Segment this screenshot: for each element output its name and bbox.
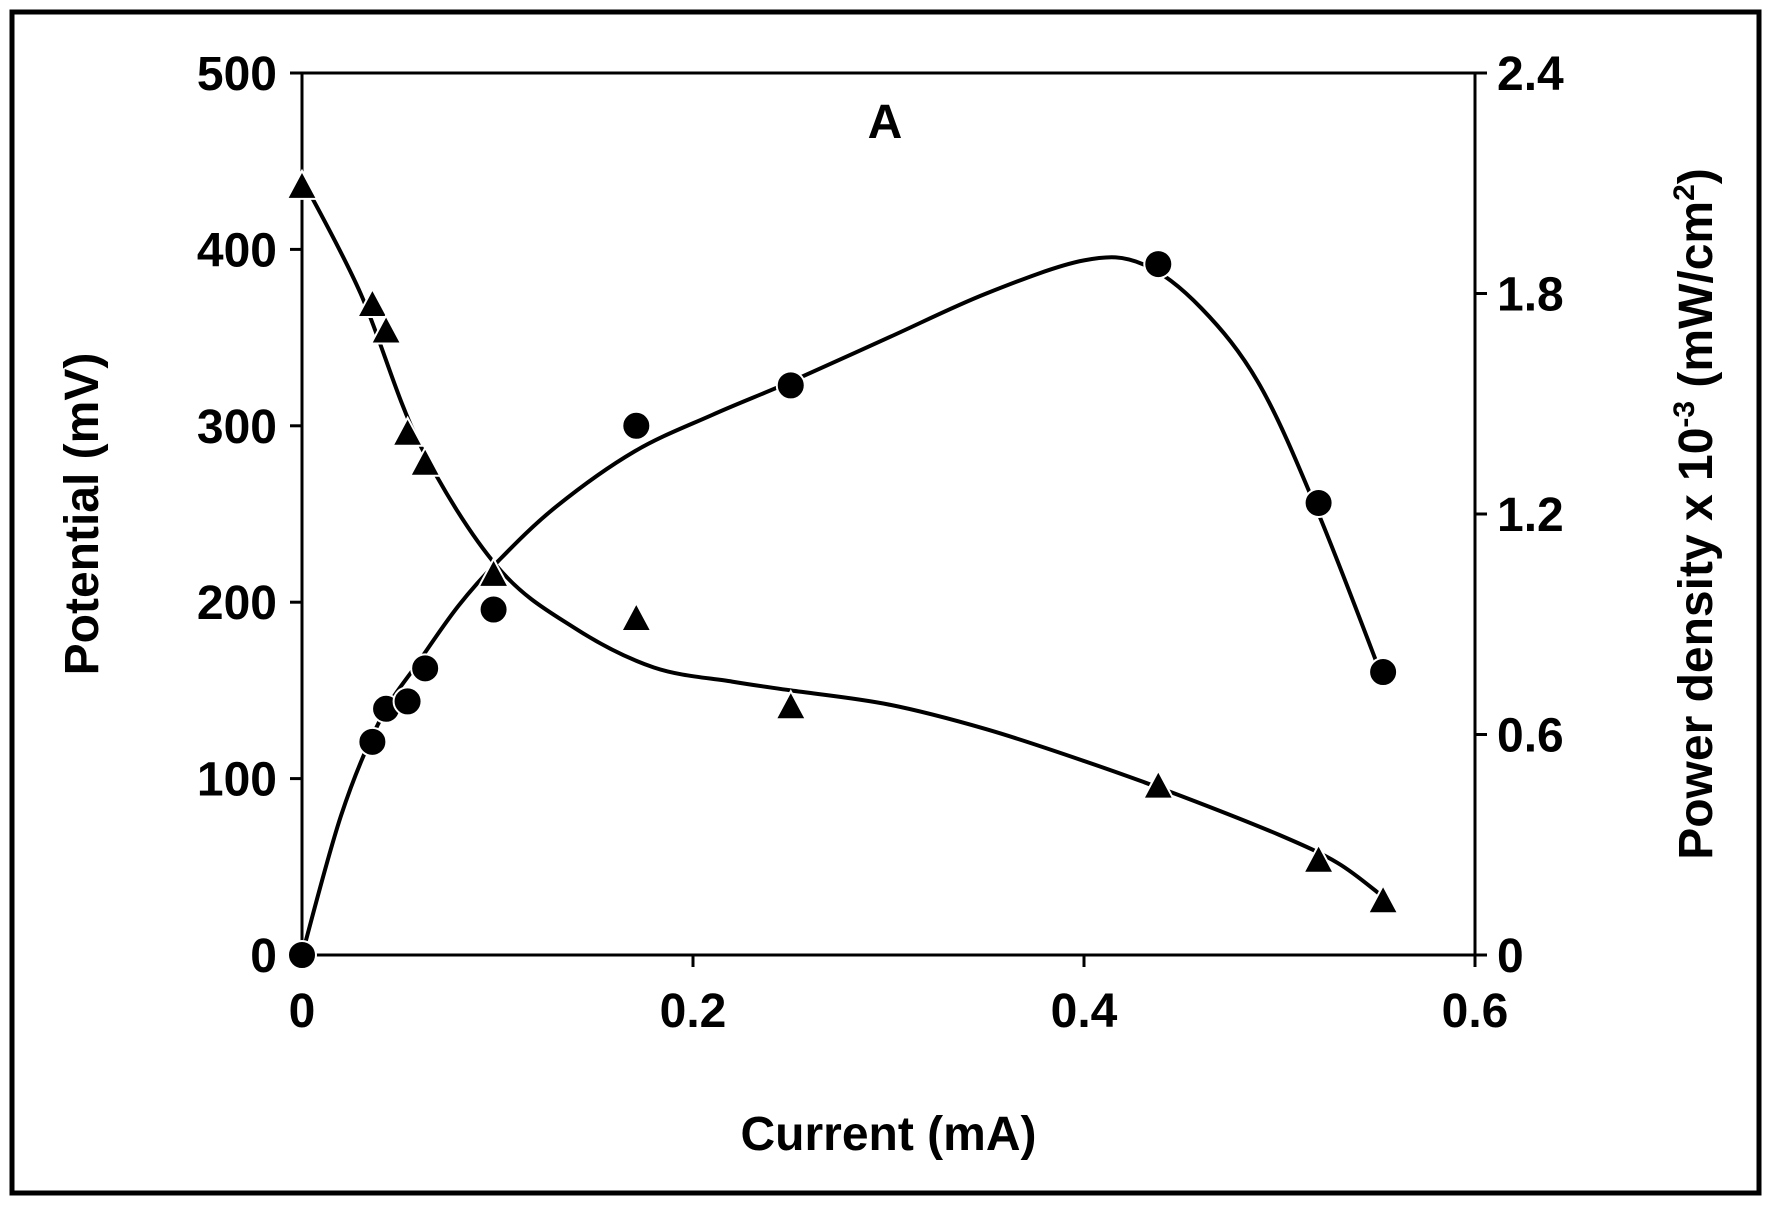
potential-point	[1301, 842, 1336, 874]
power-density-point	[478, 594, 509, 625]
power-density-point	[621, 410, 652, 441]
y2-axis-label-main: Power density x 10	[1670, 428, 1723, 860]
potential-point	[355, 286, 390, 318]
power-density-point	[392, 686, 423, 717]
potential-point	[774, 689, 808, 721]
y-tick-label: 200	[197, 577, 277, 630]
power-density-point	[1143, 249, 1174, 280]
figure-frame	[9, 9, 1762, 1196]
potential-fit-curve	[300, 177, 1385, 899]
power-density-point	[287, 940, 317, 970]
potential-point	[369, 313, 403, 345]
panel-label: A	[868, 96, 903, 149]
power-density-point	[357, 726, 388, 757]
potential-point	[390, 415, 425, 447]
y-tick-label: 100	[197, 754, 277, 807]
y-axis-label: Potential (mV)	[56, 353, 109, 676]
power-density-point	[410, 653, 441, 684]
y-tick-label: 400	[197, 224, 277, 277]
x-tick-label: 0	[289, 985, 316, 1038]
potential-point	[285, 168, 319, 200]
fit-curves	[300, 177, 1385, 956]
y2-axis-label-unit-exponent: 2	[1668, 184, 1701, 201]
power-density-point	[1368, 657, 1399, 688]
y2-axis-label: Power density x 10-3 (mW/cm2)	[1668, 168, 1723, 860]
x-tick-label: 0.4	[1051, 985, 1118, 1038]
y2-axis-label-unit-open: (mW/cm	[1670, 201, 1723, 401]
y-tick-label: 0	[250, 930, 277, 983]
x-axis-ticks: 0 0.2 0.4 0.6	[289, 955, 1509, 1038]
y-tick-label: 300	[197, 401, 277, 454]
x-axis-label: Current (mA)	[741, 1108, 1037, 1161]
potential-point	[476, 556, 511, 588]
y2-axis-ticks: 0 0.6 1.2 1.8 2.4	[1475, 48, 1564, 983]
potential-point	[408, 445, 442, 477]
y2-tick-label: 1.2	[1497, 489, 1564, 542]
data-markers	[285, 168, 1400, 970]
y-tick-label: 500	[197, 48, 277, 101]
power-density-point	[775, 370, 806, 401]
x-tick-label: 0.6	[1442, 985, 1509, 1038]
x-tick-label: 0.2	[660, 985, 727, 1038]
y2-axis-label-unit-close: )	[1670, 168, 1723, 184]
power-density-fit-curve	[300, 255, 1385, 956]
power-density-point	[1303, 487, 1334, 518]
y2-axis-label-exponent: -3	[1668, 401, 1701, 428]
potential-point	[1366, 883, 1400, 915]
potential-point	[1141, 768, 1175, 800]
potential-point	[619, 600, 653, 632]
y2-tick-label: 0.6	[1497, 710, 1564, 763]
y-axis-ticks: 0 100 200 300 400 500	[197, 48, 302, 983]
y2-tick-label: 0	[1497, 930, 1524, 983]
plot-area	[300, 71, 1477, 957]
y2-tick-label: 1.8	[1497, 269, 1564, 322]
y2-tick-label: 2.4	[1497, 48, 1564, 101]
